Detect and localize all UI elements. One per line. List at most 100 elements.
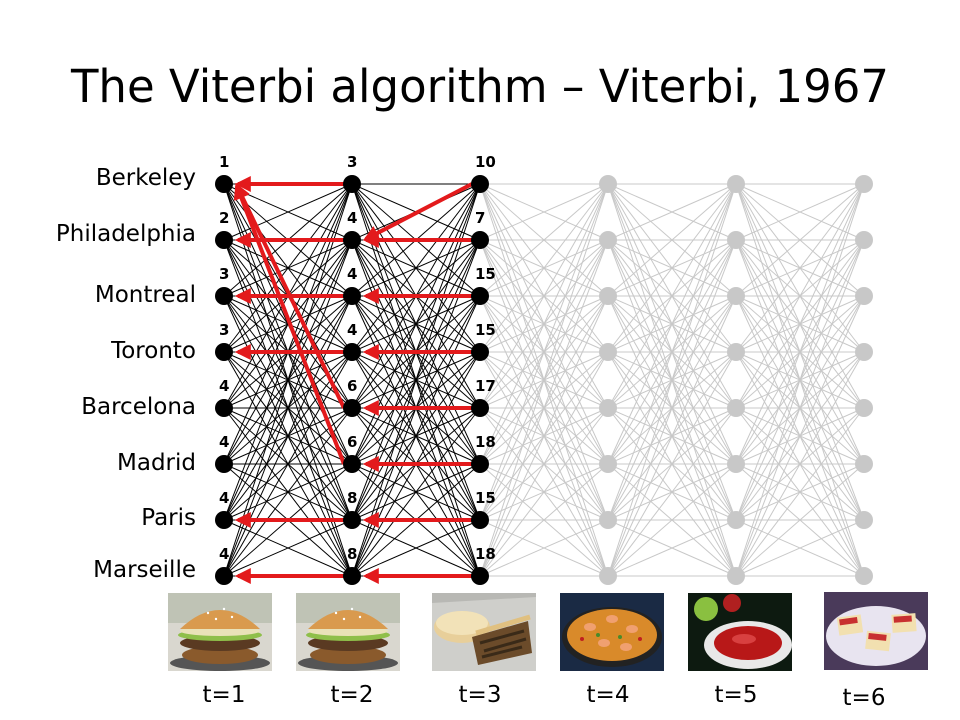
trellis-edge	[607, 183, 737, 577]
trellis-node	[215, 567, 233, 585]
trellis-edge	[735, 239, 865, 577]
state-label: Berkeley	[95, 165, 196, 191]
score-label: 10	[475, 153, 496, 171]
trellis-node	[215, 399, 233, 417]
trellis-edge	[479, 519, 609, 577]
trellis-edge	[479, 351, 609, 577]
trellis-edge	[351, 183, 481, 577]
trellis-edge	[607, 183, 737, 409]
trellis-node	[215, 287, 233, 305]
inactive-node	[599, 343, 617, 361]
score-label: 6	[347, 377, 358, 395]
trellis-node	[215, 231, 233, 249]
score-label: 8	[347, 545, 358, 563]
backpointer-arrow	[233, 182, 346, 465]
trellis-edge	[223, 351, 353, 577]
trellis-edge	[479, 183, 609, 353]
inactive-node	[599, 511, 617, 529]
trellis-edge	[735, 351, 865, 577]
trellis-edge	[479, 183, 609, 465]
trellis-nodes	[215, 175, 873, 585]
score-label: 15	[475, 265, 496, 283]
score-label: 3	[219, 321, 230, 339]
trellis-edge	[479, 295, 609, 577]
state-label: Paris	[141, 505, 196, 531]
trellis-edge	[607, 183, 737, 297]
trellis-node	[343, 231, 361, 249]
trellis-edge	[351, 295, 481, 577]
trellis-edge	[479, 183, 609, 297]
trellis-edge	[735, 183, 865, 465]
trellis-edge	[607, 183, 737, 241]
inactive-node	[855, 511, 873, 529]
trellis-edge	[351, 407, 481, 577]
trellis-node	[471, 455, 489, 473]
trellis-edge	[607, 351, 737, 577]
trellis-edge	[607, 183, 737, 353]
trellis-node	[471, 511, 489, 529]
inactive-node	[727, 455, 745, 473]
inactive-node	[727, 399, 745, 417]
trellis-node	[215, 511, 233, 529]
score-label: 3	[219, 265, 230, 283]
trellis-node	[343, 399, 361, 417]
trellis-edge	[735, 295, 865, 577]
paella-image	[560, 593, 664, 671]
trellis-edge	[479, 463, 609, 577]
score-label: 1	[219, 153, 230, 171]
time-label: t=5	[714, 682, 758, 708]
trellis-edge	[735, 407, 865, 577]
inactive-node	[599, 175, 617, 193]
score-label: 17	[475, 377, 496, 395]
inactive-node	[599, 567, 617, 585]
inactive-node	[855, 567, 873, 585]
trellis-edge	[351, 519, 481, 577]
trellis-edge	[479, 239, 609, 577]
trellis-node	[215, 343, 233, 361]
time-label: t=6	[842, 685, 886, 711]
inactive-node	[727, 175, 745, 193]
trellis-edge	[223, 295, 353, 577]
score-label: 4	[219, 377, 230, 395]
score-label: 18	[475, 545, 496, 563]
trellis-edge	[223, 183, 353, 241]
inactive-node	[727, 511, 745, 529]
score-label: 4	[219, 545, 230, 563]
score-label: 4	[219, 433, 230, 451]
trellis-edge	[735, 183, 865, 297]
trellis-node	[471, 175, 489, 193]
trellis-edge	[223, 519, 353, 577]
score-label: 6	[347, 433, 358, 451]
inactive-node	[855, 399, 873, 417]
trellis-node	[471, 343, 489, 361]
score-label: 2	[219, 209, 230, 227]
score-label: 3	[347, 153, 358, 171]
trellis-node	[471, 287, 489, 305]
trellis-edge	[479, 407, 609, 577]
state-label: Philadelphia	[55, 221, 196, 247]
trellis-edge	[351, 183, 481, 465]
trellis-edge	[607, 183, 737, 521]
backpointer-arrows	[233, 176, 473, 584]
trellis-edge	[351, 183, 481, 353]
trellis-edge	[479, 183, 609, 577]
score-label: 4	[347, 321, 358, 339]
score-label: 15	[475, 489, 496, 507]
time-label: t=1	[202, 682, 246, 708]
tapas-image	[824, 592, 928, 670]
inactive-node	[727, 231, 745, 249]
trellis-edge	[735, 183, 865, 521]
trellis-node	[471, 567, 489, 585]
trellis-edge	[735, 183, 865, 241]
score-label: 4	[219, 489, 230, 507]
trellis-edge	[607, 295, 737, 577]
inactive-node	[727, 287, 745, 305]
trellis-edge	[735, 183, 865, 577]
backpointer-arrow	[362, 182, 473, 241]
sandwich-image	[432, 593, 536, 671]
trellis-edge	[479, 183, 609, 409]
trellis-edge	[607, 519, 737, 577]
score-label: 7	[475, 209, 486, 227]
burger-image	[296, 593, 400, 671]
